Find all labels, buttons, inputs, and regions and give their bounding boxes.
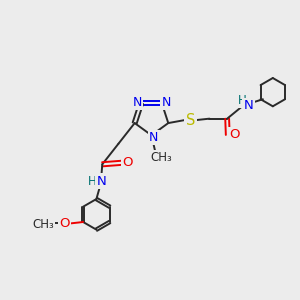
Text: CH₃: CH₃ bbox=[32, 218, 54, 231]
Text: O: O bbox=[60, 217, 70, 230]
Text: O: O bbox=[229, 128, 239, 141]
Text: H: H bbox=[238, 94, 246, 106]
Text: CH₃: CH₃ bbox=[150, 152, 172, 164]
Text: H: H bbox=[88, 175, 97, 188]
Text: N: N bbox=[97, 175, 106, 188]
Text: O: O bbox=[122, 156, 133, 169]
Text: N: N bbox=[132, 96, 142, 109]
Text: N: N bbox=[149, 131, 158, 144]
Text: N: N bbox=[244, 99, 254, 112]
Text: N: N bbox=[161, 96, 171, 109]
Text: S: S bbox=[186, 112, 195, 128]
